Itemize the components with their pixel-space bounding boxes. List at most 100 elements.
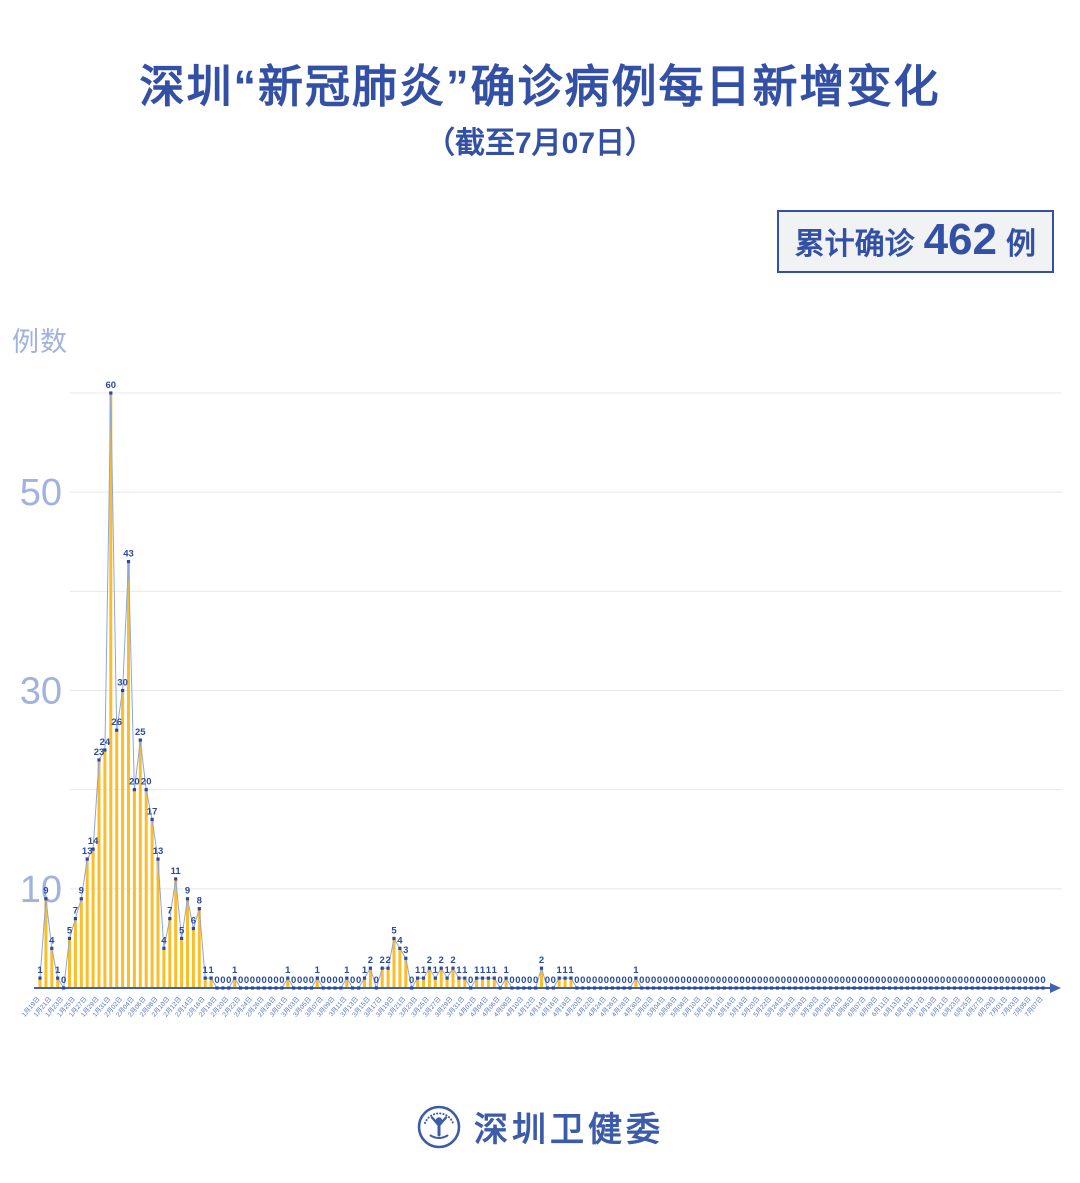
svg-text:0: 0 (574, 975, 579, 986)
svg-text:0: 0 (834, 975, 839, 986)
svg-text:24: 24 (100, 737, 111, 748)
svg-text:0: 0 (881, 975, 886, 986)
svg-text:50: 50 (20, 472, 62, 514)
svg-text:0: 0 (716, 975, 721, 986)
svg-text:0: 0 (521, 975, 526, 986)
svg-text:0: 0 (981, 975, 986, 986)
svg-text:1: 1 (486, 965, 492, 976)
svg-text:0: 0 (675, 975, 680, 986)
svg-text:1: 1 (37, 965, 43, 976)
svg-text:0: 0 (621, 975, 626, 986)
svg-text:0: 0 (934, 975, 939, 986)
svg-text:1: 1 (444, 965, 450, 976)
badge-prefix: 累计确诊 (794, 228, 915, 261)
svg-text:1: 1 (633, 965, 639, 976)
svg-text:0: 0 (256, 975, 261, 986)
svg-text:0: 0 (533, 975, 538, 986)
svg-text:0: 0 (993, 975, 998, 986)
svg-text:0: 0 (869, 975, 874, 986)
svg-text:0: 0 (250, 975, 255, 986)
chart-value-labels: 1941057913142324602630432025201713471159… (37, 380, 1045, 986)
svg-text:2: 2 (439, 955, 444, 966)
svg-text:8: 8 (197, 896, 202, 907)
chart-x-tick-labels: 1月19日1月21日1月23日1月25日1月27日1月29日1月31日2月02日… (20, 995, 1044, 1018)
svg-text:0: 0 (816, 975, 821, 986)
svg-text:0: 0 (498, 975, 503, 986)
svg-text:0: 0 (852, 975, 857, 986)
svg-text:0: 0 (975, 975, 980, 986)
svg-text:0: 0 (787, 975, 792, 986)
chart-gridlines (70, 392, 1062, 890)
svg-text:0: 0 (899, 975, 904, 986)
svg-text:0: 0 (680, 975, 685, 986)
svg-text:0: 0 (332, 975, 337, 986)
svg-text:0: 0 (769, 975, 774, 986)
svg-text:0: 0 (722, 975, 727, 986)
svg-text:2: 2 (385, 955, 390, 966)
szwjw-logo-icon (417, 1105, 461, 1148)
svg-text:0: 0 (763, 975, 768, 986)
svg-text:0: 0 (604, 975, 609, 986)
svg-text:0: 0 (645, 975, 650, 986)
svg-text:0: 0 (970, 975, 975, 986)
svg-text:0: 0 (840, 975, 845, 986)
svg-text:0: 0 (940, 975, 945, 986)
svg-text:0: 0 (657, 975, 662, 986)
svg-text:0: 0 (804, 975, 809, 986)
daily-new-cases-chart: 1030501941057913142324602630432025201713… (20, 380, 1062, 1019)
footer-logo-text: 深圳卫健委 (474, 1111, 664, 1149)
svg-text:1: 1 (285, 965, 291, 976)
svg-text:0: 0 (309, 975, 314, 986)
svg-text:14: 14 (88, 836, 99, 847)
svg-text:1: 1 (203, 965, 209, 976)
svg-text:0: 0 (350, 975, 355, 986)
svg-text:0: 0 (663, 975, 668, 986)
svg-text:0: 0 (409, 975, 414, 986)
svg-text:0: 0 (686, 975, 691, 986)
svg-text:0: 0 (580, 975, 585, 986)
svg-text:9: 9 (79, 886, 84, 897)
svg-text:7: 7 (73, 906, 78, 917)
badge-value: 462 (923, 215, 997, 264)
footer: 深圳卫健委 (0, 1102, 1080, 1151)
svg-text:0: 0 (728, 975, 733, 986)
svg-text:5: 5 (179, 925, 185, 936)
svg-text:0: 0 (999, 975, 1004, 986)
svg-text:0: 0 (598, 975, 603, 986)
svg-text:0: 0 (793, 975, 798, 986)
svg-text:0: 0 (551, 975, 556, 986)
svg-text:1: 1 (503, 965, 509, 976)
x-axis-arrow-icon (1050, 983, 1061, 993)
svg-text:5: 5 (67, 925, 73, 936)
svg-text:0: 0 (734, 975, 739, 986)
svg-text:60: 60 (106, 380, 117, 391)
chart-y-tick-labels: 10 30 50 (20, 472, 62, 911)
svg-text:26: 26 (111, 717, 122, 728)
svg-text:0: 0 (586, 975, 591, 986)
svg-text:0: 0 (321, 975, 326, 986)
svg-text:0: 0 (893, 975, 898, 986)
svg-text:1: 1 (568, 965, 574, 976)
svg-text:0: 0 (704, 975, 709, 986)
svg-text:0: 0 (751, 975, 756, 986)
svg-text:0: 0 (822, 975, 827, 986)
svg-text:0: 0 (828, 975, 833, 986)
svg-text:0: 0 (273, 975, 278, 986)
svg-text:0: 0 (592, 975, 597, 986)
svg-text:0: 0 (739, 975, 744, 986)
svg-text:0: 0 (338, 975, 343, 986)
svg-text:1: 1 (344, 965, 350, 976)
svg-text:5: 5 (391, 925, 397, 936)
svg-text:0: 0 (515, 975, 520, 986)
svg-text:9: 9 (185, 886, 190, 897)
svg-text:1: 1 (480, 965, 486, 976)
svg-text:0: 0 (875, 975, 880, 986)
svg-text:1: 1 (232, 965, 238, 976)
svg-text:0: 0 (887, 975, 892, 986)
svg-text:0: 0 (1017, 975, 1022, 986)
svg-text:0: 0 (1011, 975, 1016, 986)
svg-text:0: 0 (1029, 975, 1034, 986)
svg-text:0: 0 (922, 975, 927, 986)
page-title: 深圳“新冠肺炎”确诊病例每日新增变化 (139, 61, 941, 112)
svg-text:20: 20 (141, 777, 152, 788)
